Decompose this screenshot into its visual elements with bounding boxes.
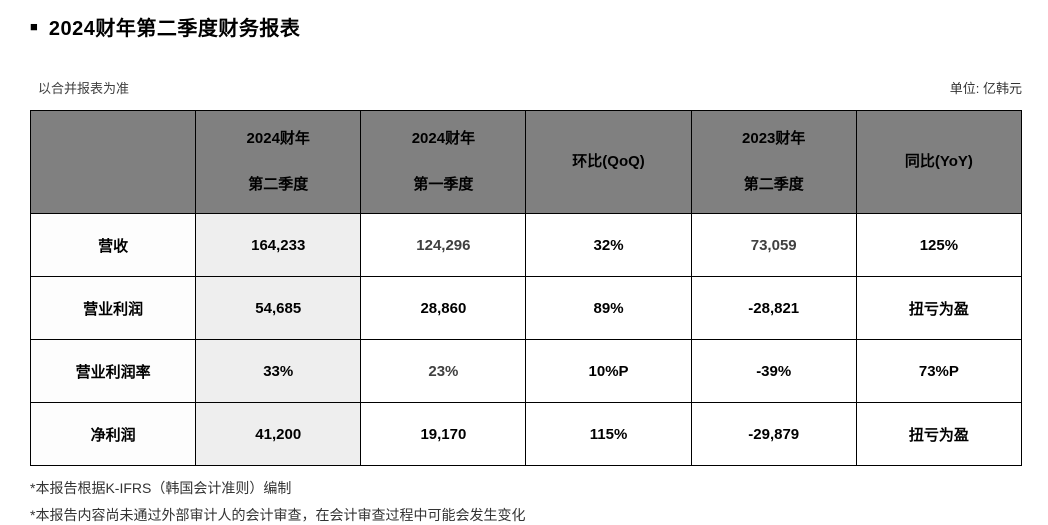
table-row: 营收 164,233 124,296 32% 73,059 125% bbox=[29, 213, 1023, 277]
column-header: 环比(QoQ) bbox=[525, 110, 692, 214]
table-cell: 扭亏为盈 bbox=[855, 402, 1023, 466]
column-header: 2023财年 第二季度 bbox=[690, 110, 857, 214]
row-label: 营业利润率 bbox=[29, 339, 197, 403]
row-label: 净利润 bbox=[29, 402, 197, 466]
table-cell: 10%P bbox=[525, 339, 692, 403]
column-header: 2024财年 第一季度 bbox=[360, 110, 527, 214]
square-bullet-icon: ■ bbox=[30, 19, 38, 34]
column-header: 2024财年 第二季度 bbox=[195, 110, 362, 214]
header-row: 2024财年 第二季度 2024财年 第一季度 环比(QoQ) 2023财年 第二季度 同比(… bbox=[29, 110, 1023, 214]
row-label: 营收 bbox=[29, 213, 197, 277]
row-label: 营业利润 bbox=[29, 276, 197, 340]
table-cell: 28,860 bbox=[360, 276, 527, 340]
table-row: 营业利润率 33% 23% 10%P -39% 73%P bbox=[29, 339, 1023, 403]
table-cell: 124,296 bbox=[360, 213, 527, 277]
table-cell: 73,059 bbox=[690, 213, 857, 277]
table-row: 净利润 41,200 19,170 115% -29,879 扭亏为盈 bbox=[29, 402, 1023, 466]
table-row: 营业利润 54,685 28,860 89% -28,821 扭亏为盈 bbox=[29, 276, 1023, 340]
table-cell: -39% bbox=[690, 339, 857, 403]
table-cell: -29,879 bbox=[690, 402, 857, 466]
table-cell: 33% bbox=[195, 339, 362, 403]
table-cell: 19,170 bbox=[360, 402, 527, 466]
footnotes: *本报告根据K-IFRS（韩国会计准则）编制 *本报告内容尚未通过外部审计人的会… bbox=[30, 475, 1022, 525]
table-cell: 23% bbox=[360, 339, 527, 403]
table-cell: 41,200 bbox=[195, 402, 362, 466]
table-cell: -28,821 bbox=[690, 276, 857, 340]
table-cell: 54,685 bbox=[195, 276, 362, 340]
footnote: *本报告根据K-IFRS（韩国会计准则）编制 bbox=[30, 480, 292, 496]
unit-label: 单位: 亿韩元 bbox=[949, 81, 1022, 96]
table-cell: 扭亏为盈 bbox=[855, 276, 1023, 340]
title-row: ■ 2024财年第二季度财务报表 bbox=[30, 12, 1022, 41]
table-cell: 89% bbox=[525, 276, 692, 340]
table-cell: 125% bbox=[855, 213, 1023, 277]
table-meta-row: 以合并报表为准 单位: 亿韩元 bbox=[30, 78, 1022, 97]
financial-table: 2024财年 第二季度 2024财年 第一季度 环比(QoQ) 2023财年 第二季度 同比(… bbox=[29, 110, 1023, 466]
table-cell: 73%P bbox=[855, 339, 1023, 403]
column-header: 同比(YoY) bbox=[855, 110, 1023, 214]
column-header bbox=[29, 110, 197, 214]
table-cell: 164,233 bbox=[195, 213, 362, 277]
page-title: 2024财年第二季度财务报表 bbox=[48, 18, 301, 40]
table-header: 2024财年 第二季度 2024财年 第一季度 环比(QoQ) 2023财年 第二季度 同比(… bbox=[29, 110, 1023, 214]
table-cell: 115% bbox=[525, 402, 692, 466]
table-cell: 32% bbox=[525, 213, 692, 277]
table-body: 营收 164,233 124,296 32% 73,059 125% 营业利润 54,685 2… bbox=[29, 213, 1023, 466]
scope-note: 以合并报表为准 bbox=[38, 81, 130, 96]
footnote: *本报告内容尚未通过外部审计人的会计审查，在会计审查过程中可能会发生变化 bbox=[30, 507, 526, 523]
